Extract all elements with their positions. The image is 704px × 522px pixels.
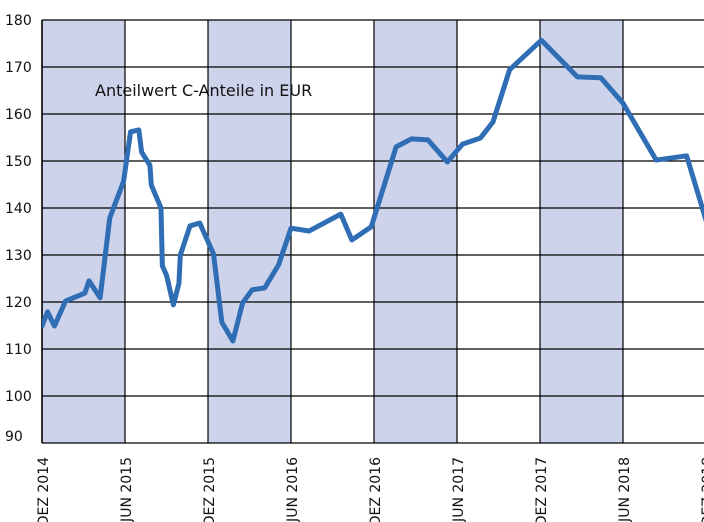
y-tick-label: 140 — [5, 201, 32, 217]
y-tick-label: 160 — [5, 107, 32, 123]
y-tick-label: 90 — [5, 429, 23, 445]
chart-title: Anteilwert C-Anteile in EUR — [95, 81, 312, 100]
y-tick-label: 150 — [5, 154, 32, 170]
shaded-band — [540, 20, 623, 443]
shaded-band — [42, 20, 125, 443]
x-tick-label: JUN 2015 — [119, 457, 135, 522]
y-tick-label: 110 — [5, 342, 32, 358]
x-tick-label: JUN 2016 — [285, 457, 301, 522]
y-tick-label: 120 — [5, 295, 32, 311]
y-tick-label: 170 — [5, 60, 32, 76]
x-tick-label: DEZ 2014 — [36, 457, 52, 522]
x-tick-label: JUN 2018 — [617, 457, 633, 522]
x-tick-label: JUN 2017 — [451, 457, 467, 522]
x-tick-label: DEZ 2015 — [202, 457, 218, 522]
y-tick-label: 180 — [5, 13, 32, 29]
x-tick-label: DEZ 2018 — [700, 457, 704, 522]
y-tick-label: 100 — [5, 389, 32, 405]
y-tick-label: 130 — [5, 248, 32, 264]
x-tick-label: DEZ 2017 — [534, 457, 550, 522]
shaded-band — [208, 20, 291, 443]
data-line — [42, 37, 704, 344]
shaded-band — [374, 20, 457, 443]
x-tick-label: DEZ 2016 — [368, 457, 384, 522]
